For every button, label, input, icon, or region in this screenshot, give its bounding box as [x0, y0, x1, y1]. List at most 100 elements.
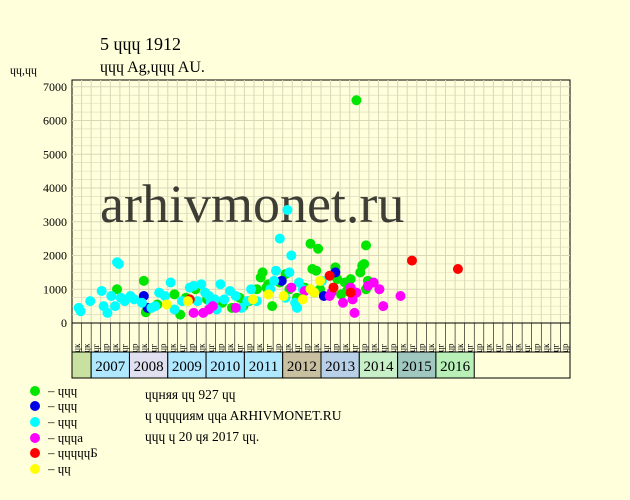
year-label: 2009: [172, 359, 202, 375]
data-point: [324, 270, 335, 281]
quarter-label: ɥр: [302, 343, 312, 353]
data-point: [248, 294, 259, 305]
data-point: [138, 275, 149, 286]
data-point: [188, 280, 199, 291]
legend: – ɥɥɥ – ɥɥɥ – ɥɥɥ – ɥɥɥa – ɥɥɥɥɥБ – ɥɥ: [30, 383, 98, 477]
quarter-label: ɥр: [560, 343, 570, 353]
year-label: 2014: [363, 359, 394, 375]
data-point: [85, 296, 96, 307]
legend-marker: [30, 385, 40, 396]
quarter-label: ɥр: [215, 343, 225, 353]
data-point: [110, 301, 121, 312]
quarter-label: ɥк: [282, 343, 292, 353]
year-label: 2008: [134, 359, 164, 375]
data-point: [263, 289, 274, 300]
quarter-label: ɥр: [531, 343, 541, 353]
quarter-label: ɥк: [340, 343, 350, 353]
data-point: [309, 287, 320, 298]
quarter-label: ɥк: [369, 343, 379, 353]
legend-marker: [30, 463, 40, 474]
data-point: [150, 301, 161, 312]
quarter-label: ɥк: [541, 343, 551, 353]
data-point: [452, 264, 463, 274]
data-point: [192, 296, 203, 307]
legend-label: – ɥɥ: [48, 460, 71, 476]
quarter-label: ɥр: [388, 343, 398, 353]
quarter-label: ɥг: [292, 344, 302, 353]
watermark: arhivmonet.ru: [100, 174, 404, 234]
year-label: 2015: [402, 359, 432, 375]
data-point: [230, 291, 241, 301]
data-point: [313, 243, 324, 254]
quarter-label: ɥр: [244, 343, 254, 353]
data-point: [165, 277, 176, 288]
y-tick-label: 1000: [43, 282, 67, 296]
quarter-label: ɥг: [148, 344, 158, 353]
quarter-label: ɥг: [378, 344, 388, 353]
legend-marker: [30, 432, 40, 443]
data-point: [136, 297, 147, 308]
data-points: [73, 95, 463, 320]
legend-item: – ɥɥɥ: [30, 398, 98, 415]
x-axis: ɥк ɥк ɥг ɥр ɥк ɥг ɥр ɥк ɥг ɥр ɥк ɥг ɥр ɥк ɥг ɥр ɥк ɥг ɥр ɥк…: [71, 322, 571, 379]
data-point: [286, 282, 297, 293]
quarter-label: ɥр: [445, 343, 455, 353]
data-point: [286, 250, 297, 261]
quarter-label: ɥг: [91, 344, 101, 353]
data-point: [196, 279, 207, 290]
quarter-label: ɥк: [512, 343, 522, 353]
data-point: [129, 294, 140, 305]
legend-marker: [30, 416, 40, 427]
quarter-label: ɥк: [484, 343, 494, 353]
year-cell: [397, 351, 437, 379]
quarter-label: ɥк: [311, 343, 321, 353]
quarter-label: ɥг: [206, 344, 216, 353]
data-point: [328, 282, 339, 293]
quarter-label: ɥр: [474, 343, 484, 353]
legend-marker: [30, 448, 40, 459]
note-line-3: ɥɥɥ ɥ 20 ɥя 2017 ɥɥ.: [145, 429, 260, 444]
y-tick-label: 2000: [43, 249, 67, 263]
quarter-label: ɥк: [254, 343, 264, 353]
legend-item: – ɥɥɥ: [30, 414, 98, 430]
notes: ɥɥняя ɥɥ 927 ɥɥ ɥ ɥɥɥɥиям ɥɥa ARHIVMONET…: [145, 384, 341, 447]
quarter-label: ɥг: [263, 344, 273, 353]
quarter-label: ɥк: [139, 343, 149, 353]
quarter-label: ɥк: [110, 343, 120, 353]
year-cell: [435, 351, 475, 379]
quarter-label: ɥг: [464, 344, 474, 353]
year-label: 2011: [249, 359, 278, 375]
legend-label: – ɥɥɥɥɥБ: [48, 445, 98, 461]
quarter-label: ɥр: [359, 343, 369, 353]
quarter-label: ɥр: [330, 343, 340, 353]
year-cell: [90, 351, 130, 379]
quarter-label: ɥг: [350, 344, 360, 353]
quarter-label: ɥк: [426, 343, 436, 353]
quarter-label: ɥк: [455, 343, 465, 353]
year-cell: [282, 351, 322, 379]
quarter-label: ɥк: [397, 343, 407, 353]
quarter-label: ɥр: [158, 343, 168, 353]
legend-label: – ɥɥɥ: [48, 398, 78, 414]
data-point: [359, 258, 370, 269]
quarter-label: ɥк: [196, 343, 206, 353]
data-point: [274, 233, 285, 244]
data-point: [395, 291, 406, 301]
data-point: [349, 307, 360, 318]
data-point: [257, 267, 268, 278]
quarter-label: ɥг: [321, 344, 331, 353]
chart-subtitle: ɥɥɥ Ag,ɥɥɥ AU.: [100, 59, 205, 76]
data-point: [113, 258, 124, 269]
quarter-label: ɥк: [81, 343, 91, 353]
data-point: [311, 265, 322, 276]
legend-item: – ɥɥ: [30, 461, 98, 477]
y-tick-label: 6000: [43, 114, 67, 128]
quarter-label: ɥк: [225, 343, 235, 353]
data-point: [270, 265, 281, 276]
data-point: [297, 294, 308, 305]
note-line-2: ɥ ɥɥɥɥиям ɥɥa ARHIVMONET.RU: [145, 408, 342, 423]
quarter-label: ɥр: [503, 343, 513, 353]
quarter-label: ɥг: [493, 344, 503, 353]
year-cell: [320, 351, 360, 379]
